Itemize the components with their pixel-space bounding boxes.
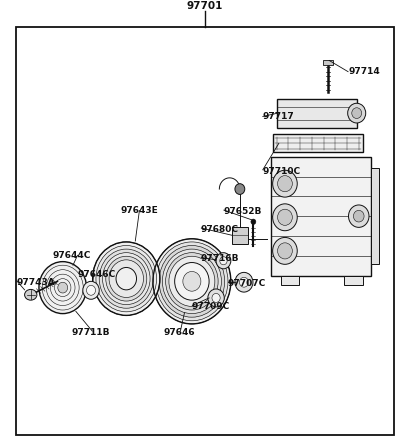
Circle shape [353,210,363,222]
Circle shape [351,108,361,118]
Text: 97711B: 97711B [72,328,110,337]
Circle shape [347,103,365,123]
Bar [276,99,356,128]
Circle shape [102,253,150,305]
Bar [322,60,332,65]
Circle shape [39,262,86,314]
Circle shape [182,271,200,291]
Circle shape [99,249,153,308]
Circle shape [250,219,255,224]
Text: 97643E: 97643E [121,206,158,215]
Circle shape [272,237,297,264]
Circle shape [277,176,292,192]
Circle shape [234,184,244,194]
Circle shape [239,277,248,287]
Bar [231,227,247,244]
Ellipse shape [25,289,37,300]
Text: 97644C: 97644C [52,251,91,260]
Circle shape [86,285,95,295]
Circle shape [153,239,230,324]
Circle shape [96,246,156,312]
Text: 97652B: 97652B [223,207,261,216]
Circle shape [83,281,99,299]
Bar [272,134,362,152]
Text: 97701: 97701 [187,1,222,11]
Bar [280,276,299,285]
Text: 97707C: 97707C [227,279,265,288]
Circle shape [169,256,214,306]
Circle shape [277,243,292,259]
Circle shape [272,170,297,197]
Circle shape [211,293,220,302]
Text: 97714: 97714 [348,67,379,76]
Circle shape [348,205,368,227]
Text: 97710C: 97710C [262,167,300,176]
Text: 97709C: 97709C [191,302,229,311]
Circle shape [207,289,224,307]
Circle shape [58,282,67,293]
Circle shape [116,267,136,290]
Circle shape [155,242,227,321]
Circle shape [109,260,143,297]
Text: 97716B: 97716B [200,254,239,263]
Text: 97646C: 97646C [77,270,115,279]
Circle shape [277,209,292,225]
Circle shape [162,249,221,314]
Circle shape [106,256,146,301]
Text: 97743A: 97743A [16,278,55,287]
Bar [370,168,378,264]
Circle shape [216,253,230,269]
Circle shape [174,263,209,300]
Circle shape [234,272,252,292]
Text: 97680C: 97680C [200,225,238,234]
Bar [344,276,362,285]
Text: 97717: 97717 [262,112,293,121]
Circle shape [159,246,224,317]
Circle shape [92,242,160,315]
Text: 97646: 97646 [164,328,195,337]
Circle shape [272,204,297,231]
Circle shape [219,257,227,265]
Circle shape [165,253,218,310]
Bar [270,157,370,276]
